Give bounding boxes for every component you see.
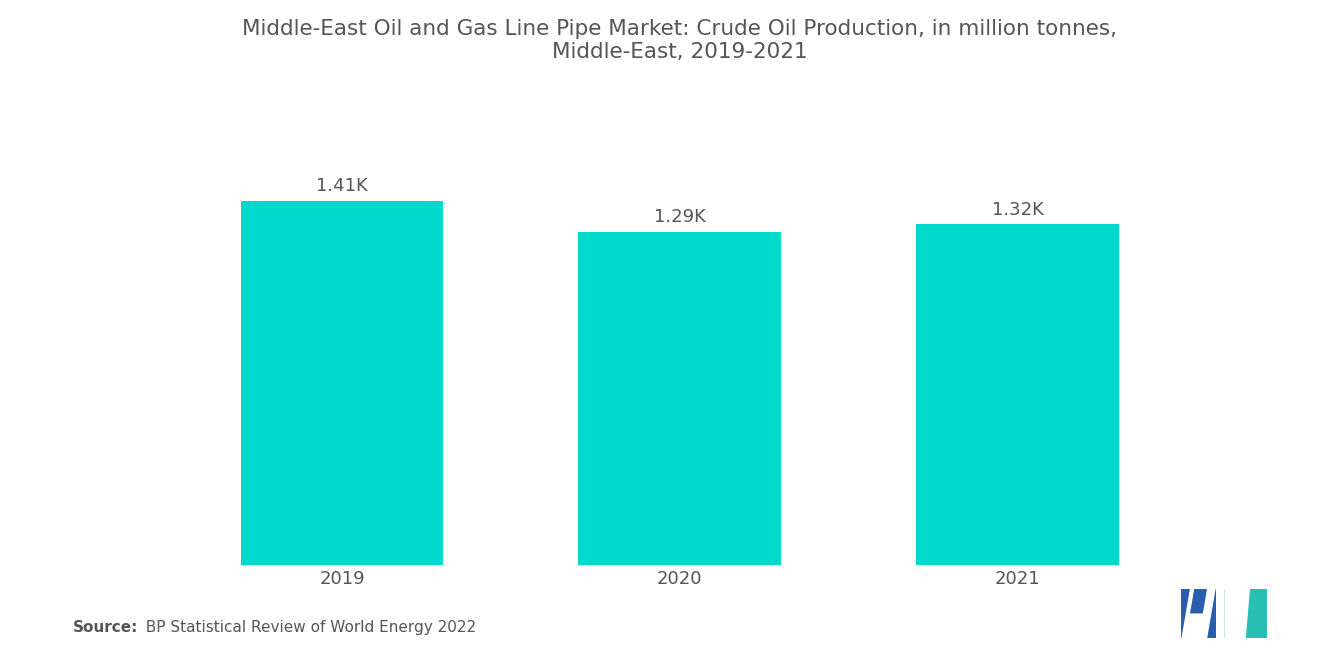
Polygon shape	[1181, 589, 1216, 638]
Polygon shape	[1181, 589, 1216, 638]
Bar	[240, 201, 444, 565]
Text: BP Statistical Review of World Energy 2022: BP Statistical Review of World Energy 20…	[136, 620, 477, 635]
Text: 1.29K: 1.29K	[653, 208, 706, 227]
Text: 1.32K: 1.32K	[991, 201, 1044, 219]
Title: Middle-East Oil and Gas Line Pipe Market: Crude Oil Production, in million tonne: Middle-East Oil and Gas Line Pipe Market…	[243, 19, 1117, 62]
Polygon shape	[1191, 589, 1208, 613]
Bar	[578, 231, 781, 565]
Text: 1.41K: 1.41K	[317, 178, 368, 196]
Polygon shape	[1225, 589, 1267, 638]
Polygon shape	[1225, 589, 1250, 638]
Bar	[916, 224, 1119, 565]
Text: Source:: Source:	[73, 620, 139, 635]
